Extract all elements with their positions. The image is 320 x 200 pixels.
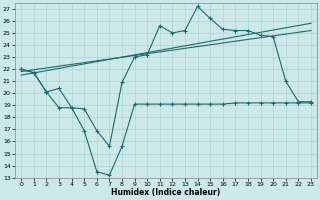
- X-axis label: Humidex (Indice chaleur): Humidex (Indice chaleur): [111, 188, 221, 197]
